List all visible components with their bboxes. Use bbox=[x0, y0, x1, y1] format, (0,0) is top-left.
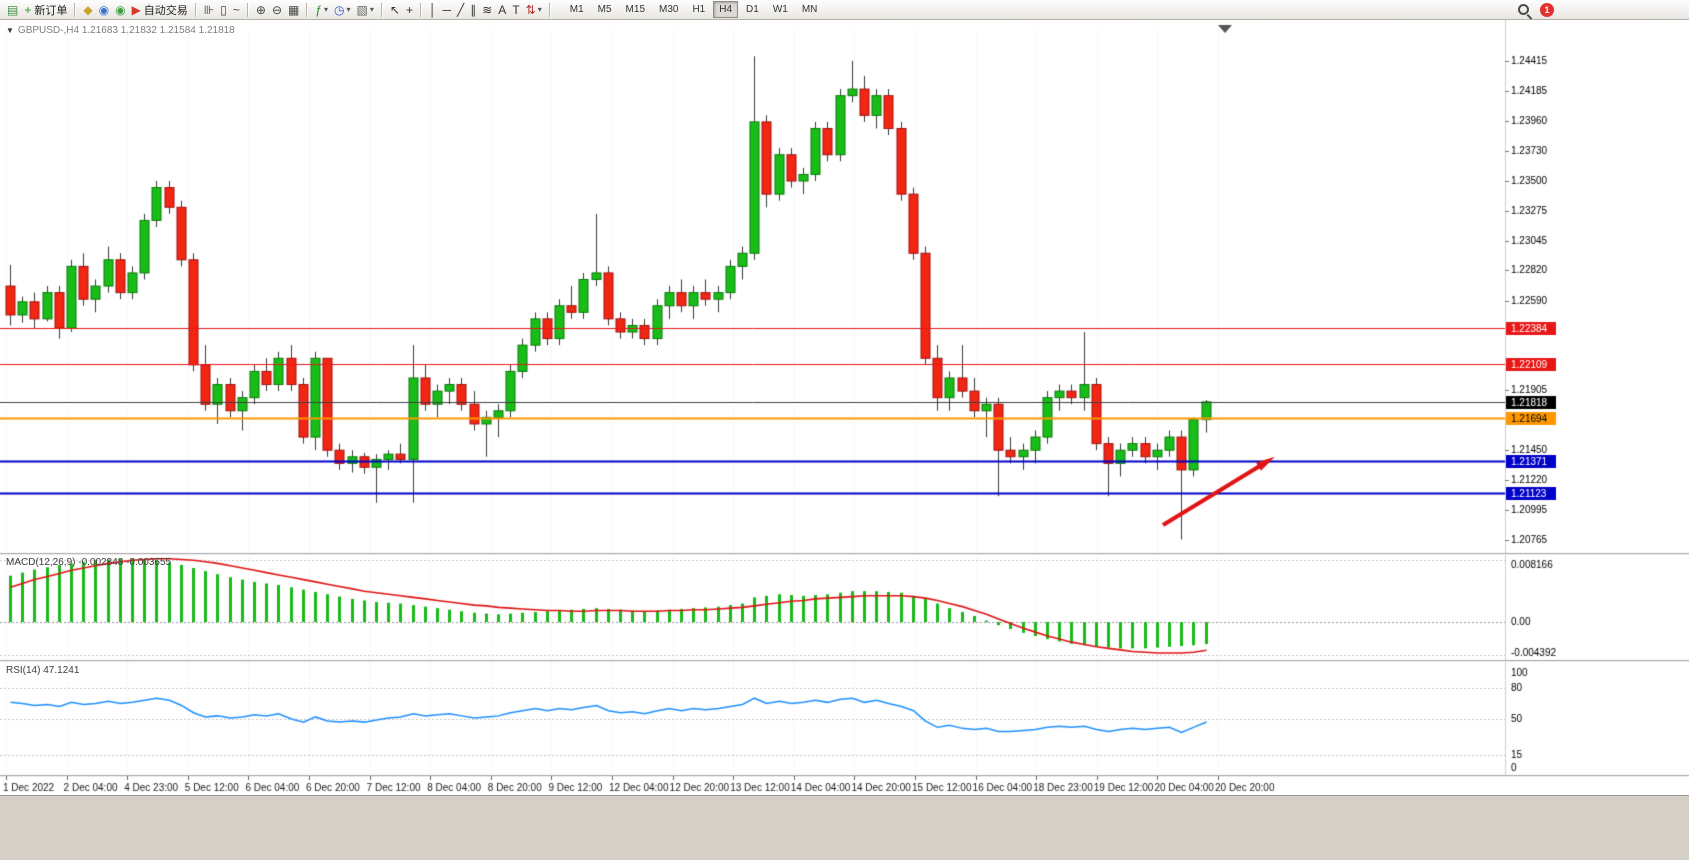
zoom-in-icon-glyph: ⊕ bbox=[255, 2, 266, 17]
fibonacci-icon[interactable]: ≋ bbox=[479, 1, 495, 19]
workspace-background bbox=[0, 795, 1689, 860]
zoom-out-icon[interactable]: ⊖ bbox=[269, 1, 285, 19]
templates-icon-caret[interactable]: ▾ bbox=[369, 5, 374, 14]
text-label-icon-glyph: T bbox=[512, 2, 520, 17]
notification-badge[interactable]: 1 bbox=[1540, 3, 1554, 17]
toolbar-separator bbox=[380, 2, 383, 17]
one-click-trading-icon[interactable]: ▼ bbox=[6, 26, 14, 35]
price-axis[interactable] bbox=[1505, 20, 1689, 775]
mql5-icon[interactable]: ◆ bbox=[80, 1, 95, 19]
toolbar-separator bbox=[246, 2, 249, 17]
community-icon-glyph: ◉ bbox=[98, 2, 110, 17]
timeframe-h1-button[interactable]: H1 bbox=[692, 4, 706, 15]
text-icon-glyph: A bbox=[498, 2, 507, 17]
arrows-icon-caret[interactable]: ▾ bbox=[537, 5, 542, 14]
market-icon[interactable]: ◉ bbox=[112, 1, 128, 19]
timeframe-m15-button[interactable]: M15 bbox=[625, 4, 645, 15]
arrows-icon-glyph: ⇅ bbox=[525, 2, 536, 17]
autotrading-button[interactable]: ▶ 自动交易 bbox=[129, 1, 191, 19]
channel-icon[interactable]: ∥ bbox=[467, 1, 479, 19]
mql5-icon-glyph: ◆ bbox=[83, 2, 93, 17]
indicators-icon-glyph: ƒ bbox=[315, 2, 323, 17]
crosshair-icon-glyph: + bbox=[405, 2, 413, 17]
timeframe-toolbar: M1 M5 M15 M30 H1 H4 D1 W1 MN bbox=[563, 1, 825, 18]
timeframe-d1-button[interactable]: D1 bbox=[746, 4, 759, 15]
timeframe-h4-button[interactable]: H4 bbox=[713, 1, 739, 18]
autotrading-button-glyph: ▶ bbox=[131, 2, 141, 17]
trendline-icon-glyph: ╱ bbox=[457, 2, 465, 17]
crosshair-icon[interactable]: + bbox=[403, 1, 416, 19]
templates-icon-glyph: ▧ bbox=[356, 2, 368, 17]
timeframe-mn-button[interactable]: MN bbox=[801, 4, 818, 15]
macd-indicator-label: MACD(12,26,9) -0.002848 -0.003655 bbox=[6, 557, 172, 568]
timeframe-m5-button[interactable]: M5 bbox=[597, 4, 612, 15]
new-order-button-label: 新订单 bbox=[34, 4, 68, 17]
fibonacci-icon-glyph: ≋ bbox=[482, 2, 493, 17]
rsi-indicator-label: RSI(14) 47.1241 bbox=[6, 665, 80, 676]
vertical-line-icon[interactable]: │ bbox=[426, 1, 440, 19]
candlestick-mode-icon[interactable]: ▯ bbox=[217, 1, 230, 19]
community-icon[interactable]: ◉ bbox=[96, 1, 112, 19]
text-icon[interactable]: A bbox=[495, 1, 509, 19]
indicators-icon[interactable]: ƒ ▾ bbox=[312, 1, 331, 19]
templates-icon[interactable]: ▧ ▾ bbox=[354, 1, 377, 19]
tile-windows-icon-glyph: ▦ bbox=[288, 2, 300, 17]
toolbar-items: ▤ + 新订单 ◆ ◉ ◉ ▶ 自动交易 ⊪ ▯ ~ ⊕ ⊖ ▦ ƒ ▾ ◷ ▾ ▧ ▾ ↖ + │ ─ ╱ ∥ ≋ A T ⇅ ▾ bbox=[4, 0, 555, 20]
time-axis[interactable] bbox=[0, 776, 1689, 795]
periods-icon-glyph: ◷ bbox=[334, 2, 345, 17]
zoom-out-icon-glyph: ⊖ bbox=[271, 2, 282, 17]
new-chart-icon[interactable]: ▤ bbox=[4, 1, 21, 19]
search-lens bbox=[1518, 4, 1529, 15]
horizontal-line-icon-glyph: ─ bbox=[442, 2, 451, 17]
cursor-icon[interactable]: ↖ bbox=[387, 1, 403, 19]
text-label-icon[interactable]: T bbox=[509, 1, 522, 19]
zoom-in-icon[interactable]: ⊕ bbox=[253, 1, 269, 19]
periods-icon-caret[interactable]: ▾ bbox=[346, 5, 351, 14]
cursor-icon-glyph: ↖ bbox=[389, 2, 400, 17]
candlestick-mode-icon-glyph: ▯ bbox=[220, 2, 227, 17]
line-chart-mode-icon[interactable]: ~ bbox=[230, 1, 243, 19]
chart-window: ▼ GBPUSD-,H4 1.21683 1.21832 1.21584 1.21… bbox=[0, 20, 1689, 795]
line-chart-mode-icon-glyph: ~ bbox=[232, 2, 240, 17]
bar-chart-mode-icon[interactable]: ⊪ bbox=[201, 1, 217, 19]
periods-icon[interactable]: ◷ ▾ bbox=[331, 1, 354, 19]
timeframe-w1-button[interactable]: W1 bbox=[772, 4, 788, 15]
new-order-button-glyph: + bbox=[24, 2, 32, 17]
search-icon[interactable] bbox=[1516, 2, 1533, 20]
chart-title: ▼ GBPUSD-,H4 1.21683 1.21832 1.21584 1.21… bbox=[6, 25, 235, 36]
trendline-icon[interactable]: ╱ bbox=[454, 1, 467, 19]
toolbar-separator bbox=[306, 2, 309, 17]
price-panel[interactable] bbox=[0, 20, 1505, 553]
toolbar-separator bbox=[194, 2, 197, 17]
indicators-icon-caret[interactable]: ▾ bbox=[324, 5, 329, 14]
search-handle bbox=[1526, 14, 1533, 20]
toolbar: ▤ + 新订单 ◆ ◉ ◉ ▶ 自动交易 ⊪ ▯ ~ ⊕ ⊖ ▦ ƒ ▾ ◷ ▾ ▧ ▾ ↖ + │ ─ ╱ ∥ ≋ A T ⇅ ▾ M1 M… bbox=[0, 0, 1689, 20]
chart-canvas[interactable] bbox=[0, 20, 1689, 795]
toolbar-separator bbox=[548, 2, 551, 17]
chart-title-text: GBPUSD-,H4 1.21683 1.21832 1.21584 1.218… bbox=[17, 25, 235, 36]
autotrading-button-label: 自动交易 bbox=[143, 4, 188, 17]
horizontal-line-icon[interactable]: ─ bbox=[439, 1, 454, 19]
bar-chart-mode-icon-glyph: ⊪ bbox=[203, 2, 215, 17]
tile-windows-icon[interactable]: ▦ bbox=[285, 1, 302, 19]
vertical-line-icon-glyph: │ bbox=[428, 2, 437, 17]
macd-panel[interactable] bbox=[0, 555, 1505, 660]
market-icon-glyph: ◉ bbox=[115, 2, 126, 17]
timeframe-m1-button[interactable]: M1 bbox=[569, 4, 584, 15]
timeframe-m30-button[interactable]: M30 bbox=[659, 4, 679, 15]
rsi-panel[interactable] bbox=[0, 663, 1505, 775]
toolbar-separator bbox=[74, 2, 77, 17]
new-order-button[interactable]: + 新订单 bbox=[21, 1, 70, 19]
channel-icon-glyph: ∥ bbox=[470, 2, 477, 17]
arrows-icon[interactable]: ⇅ ▾ bbox=[523, 1, 545, 19]
new-chart-icon-glyph: ▤ bbox=[7, 2, 19, 17]
toolbar-separator bbox=[419, 2, 422, 17]
